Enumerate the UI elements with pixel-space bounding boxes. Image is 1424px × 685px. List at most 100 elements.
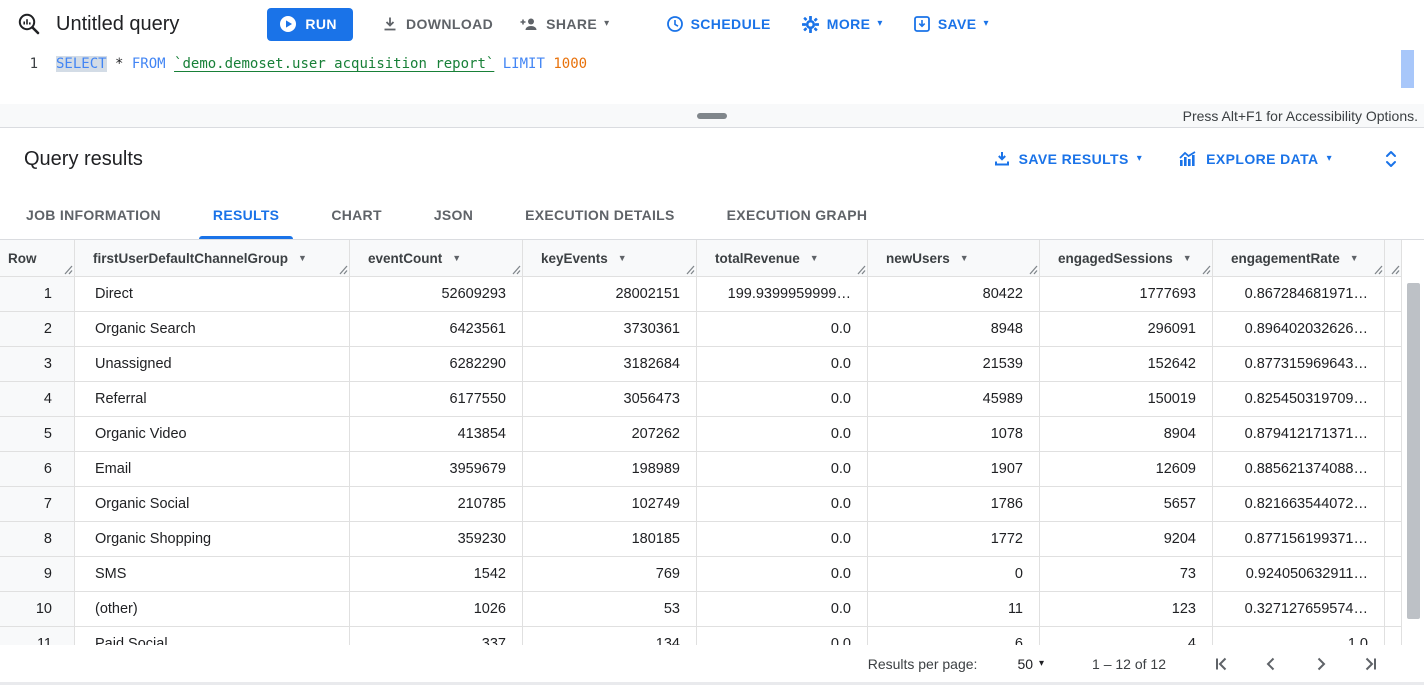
column-menu-caret-icon[interactable]: ▼ xyxy=(959,252,969,263)
cell-totalRevenue: 0.0 xyxy=(697,522,868,556)
cell-engagedSessions: 1777693 xyxy=(1040,277,1213,311)
cell-newUsers: 1786 xyxy=(868,487,1040,521)
page-size-value: 50 xyxy=(1017,656,1034,672)
column-header-engagementRate[interactable]: engagementRate ▼ xyxy=(1213,240,1385,276)
column-menu-caret-icon[interactable]: ▼ xyxy=(617,252,627,263)
column-header-totalRevenue[interactable]: totalRevenue ▼ xyxy=(697,240,868,276)
column-header-label: Row xyxy=(8,250,37,266)
column-resize-handle[interactable] xyxy=(511,265,521,275)
tab-execution-details[interactable]: EXECUTION DETAILS xyxy=(499,190,701,239)
cell-totalRevenue: 0.0 xyxy=(697,417,868,451)
cell-totalRevenue: 0.0 xyxy=(697,592,868,626)
column-header-newUsers[interactable]: newUsers ▼ xyxy=(868,240,1040,276)
pagination-bar: Results per page: 50 ▾ 1 – 12 of 12 xyxy=(0,646,1424,685)
column-resize-handle[interactable] xyxy=(338,265,348,275)
next-page-button[interactable] xyxy=(1308,651,1334,677)
table-vertical-scrollbar[interactable] xyxy=(1407,283,1420,619)
column-menu-caret-icon[interactable]: ▼ xyxy=(452,252,462,263)
cell-keyEvents: 3056473 xyxy=(523,382,697,416)
row-number-cell: 11 xyxy=(0,627,75,645)
cell-engagedSessions: 296091 xyxy=(1040,312,1213,346)
sql-table-reference[interactable]: `demo.demoset.user_acquisition_report` xyxy=(174,56,495,72)
cell-eventCount: 413854 xyxy=(350,417,523,451)
previous-page-button[interactable] xyxy=(1258,651,1284,677)
cell-engagedSessions: 9204 xyxy=(1040,522,1213,556)
column-resize-handle[interactable] xyxy=(1028,265,1038,275)
pager-controls xyxy=(1208,651,1384,677)
table-row: 6 Email 3959679 198989 0.0 1907 12609 0.… xyxy=(0,452,1402,487)
explore-data-button[interactable]: EXPLORE DATA ▾ xyxy=(1178,150,1332,168)
cell-engagementRate: 0.924050632911… xyxy=(1213,557,1385,591)
sql-limit-value: 1000 xyxy=(553,56,588,72)
column-header-row[interactable]: Row xyxy=(0,240,75,276)
cell-engagedSessions: 8904 xyxy=(1040,417,1213,451)
save-button-label: SAVE xyxy=(937,16,977,32)
column-header-label: keyEvents xyxy=(541,250,608,266)
download-button-label: DOWNLOAD xyxy=(405,16,494,32)
table-row: 3 Unassigned 6282290 3182684 0.0 21539 1… xyxy=(0,347,1402,382)
sql-code-line[interactable]: SELECT * FROM `demo.demoset.user_acquisi… xyxy=(56,48,587,104)
share-caret-icon: ▾ xyxy=(604,18,610,29)
editor-vertical-scrollbar[interactable] xyxy=(1401,50,1414,88)
results-actions: SAVE RESULTS ▾ EXPLORE DATA ▾ xyxy=(993,149,1400,169)
pagination-range: 1 – 12 of 12 xyxy=(1092,656,1166,672)
column-resize-handle[interactable] xyxy=(1373,265,1383,275)
download-button[interactable]: DOWNLOAD xyxy=(381,15,493,33)
save-button[interactable]: SAVE ▾ xyxy=(913,15,989,33)
column-resize-handle[interactable] xyxy=(685,265,695,275)
table-row: 7 Organic Social 210785 102749 0.0 1786 … xyxy=(0,487,1402,522)
cell-engagementRate: 0.327127659574… xyxy=(1213,592,1385,626)
column-menu-caret-icon[interactable]: ▼ xyxy=(298,252,307,263)
expand-panel-button[interactable] xyxy=(1382,149,1400,169)
column-header-eventCount[interactable]: eventCount ▼ xyxy=(350,240,523,276)
column-menu-caret-icon[interactable]: ▼ xyxy=(809,252,819,263)
cell-newUsers: 45989 xyxy=(868,382,1040,416)
sql-editor[interactable]: 1 SELECT * FROM `demo.demoset.user_acqui… xyxy=(0,48,1424,104)
row-number-cell: 10 xyxy=(0,592,75,626)
more-button[interactable]: MORE ▾ xyxy=(801,15,883,34)
table-row: 8 Organic Shopping 359230 180185 0.0 177… xyxy=(0,522,1402,557)
cell-totalRevenue: 0.0 xyxy=(697,627,868,645)
column-header-firstUserDefaultChannelGroup[interactable]: firstUserDefaultChannelGroup ▼ xyxy=(75,240,350,276)
cell-firstUserDefaultChannelGroup: Direct xyxy=(75,277,350,311)
column-resize-handle[interactable] xyxy=(1390,265,1400,275)
cell-newUsers: 21539 xyxy=(868,347,1040,381)
tab-results[interactable]: RESULTS xyxy=(187,190,305,239)
column-header-label: engagementRate xyxy=(1231,250,1340,266)
column-resize-handle[interactable] xyxy=(63,265,73,275)
column-header-label: newUsers xyxy=(886,250,950,266)
save-icon xyxy=(913,16,930,32)
row-number-cell: 7 xyxy=(0,487,75,521)
last-page-button[interactable] xyxy=(1358,651,1384,677)
column-menu-caret-icon[interactable]: ▼ xyxy=(1182,252,1192,263)
cell-filler xyxy=(1385,592,1402,626)
cell-engagementRate: 1.0 xyxy=(1213,627,1385,645)
column-header-engagedSessions[interactable]: engagedSessions ▼ xyxy=(1040,240,1213,276)
cell-filler xyxy=(1385,417,1402,451)
tab-execution-graph[interactable]: EXECUTION GRAPH xyxy=(701,190,894,239)
query-toolbar: Untitled query RUN DOWNLOAD SHARE ▾ xyxy=(0,0,1424,48)
share-button[interactable]: SHARE ▾ xyxy=(519,15,609,33)
column-menu-caret-icon[interactable]: ▼ xyxy=(1349,252,1359,263)
tab-json[interactable]: JSON xyxy=(408,190,499,239)
row-number-cell: 9 xyxy=(0,557,75,591)
cell-keyEvents: 102749 xyxy=(523,487,697,521)
cell-engagementRate: 0.825450319709… xyxy=(1213,382,1385,416)
results-table: Row firstUserDefaultChannelGroup ▼ event… xyxy=(0,240,1424,646)
sql-keyword-limit: LIMIT xyxy=(494,56,554,72)
table-body: 1 Direct 52609293 28002151 199.939995999… xyxy=(0,277,1424,645)
cell-newUsers: 6 xyxy=(868,627,1040,645)
tab-job-information[interactable]: JOB INFORMATION xyxy=(0,190,187,239)
column-resize-handle[interactable] xyxy=(856,265,866,275)
column-header-keyEvents[interactable]: keyEvents ▼ xyxy=(523,240,697,276)
page-size-dropdown[interactable]: 50 ▾ xyxy=(1017,656,1044,672)
first-page-button[interactable] xyxy=(1208,651,1234,677)
splitter-drag-handle[interactable] xyxy=(697,113,727,119)
gear-icon xyxy=(801,15,819,33)
schedule-button[interactable]: SCHEDULE xyxy=(666,15,771,33)
run-button[interactable]: RUN xyxy=(267,7,353,41)
save-results-button[interactable]: SAVE RESULTS ▾ xyxy=(993,150,1143,168)
row-number-cell: 5 xyxy=(0,417,75,451)
column-resize-handle[interactable] xyxy=(1201,265,1211,275)
tab-chart[interactable]: CHART xyxy=(305,190,408,239)
